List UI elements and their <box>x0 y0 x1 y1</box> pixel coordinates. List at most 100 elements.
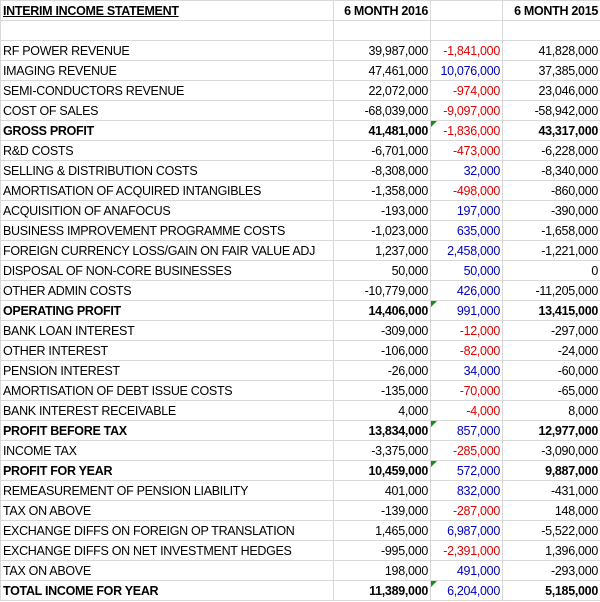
change-cell[interactable]: 2,458,000 <box>430 240 503 261</box>
label-cell[interactable]: INCOME TAX <box>0 440 334 461</box>
label-cell[interactable]: EXCHANGE DIFFS ON FOREIGN OP TRANSLATION <box>0 520 334 541</box>
value-2015-cell[interactable]: 13,415,000 <box>502 300 600 321</box>
change-cell[interactable]: 491,000 <box>430 560 503 581</box>
change-cell[interactable]: 857,000 <box>430 420 503 441</box>
value-2016-cell[interactable]: 1,237,000 <box>333 240 431 261</box>
value-2015-cell[interactable]: -1,658,000 <box>502 220 600 241</box>
value-2015-cell[interactable]: -60,000 <box>502 360 600 381</box>
change-cell[interactable]: 34,000 <box>430 360 503 381</box>
label-cell[interactable]: ACQUISITION OF ANAFOCUS <box>0 200 334 221</box>
label-cell[interactable]: PENSION INTEREST <box>0 360 334 381</box>
label-cell[interactable]: BUSINESS IMPROVEMENT PROGRAMME COSTS <box>0 220 334 241</box>
value-2015-cell[interactable]: 43,317,000 <box>502 120 600 141</box>
value-2015-cell[interactable]: 23,046,000 <box>502 80 600 101</box>
value-2016-cell[interactable]: -995,000 <box>333 540 431 561</box>
label-cell[interactable]: OTHER ADMIN COSTS <box>0 280 334 301</box>
change-cell[interactable]: 6,987,000 <box>430 520 503 541</box>
value-2015-cell[interactable]: -431,000 <box>502 480 600 501</box>
label-cell[interactable]: TAX ON ABOVE <box>0 500 334 521</box>
change-cell[interactable]: -1,836,000 <box>430 120 503 141</box>
change-cell[interactable]: 10,076,000 <box>430 60 503 81</box>
value-2016-cell[interactable]: -193,000 <box>333 200 431 221</box>
change-cell[interactable]: -285,000 <box>430 440 503 461</box>
value-2016-cell[interactable]: -139,000 <box>333 500 431 521</box>
label-cell[interactable]: OTHER INTEREST <box>0 340 334 361</box>
value-2016-cell[interactable]: -1,023,000 <box>333 220 431 241</box>
value-2015-cell[interactable]: -293,000 <box>502 560 600 581</box>
value-2015-cell[interactable]: 1,396,000 <box>502 540 600 561</box>
label-cell[interactable]: IMAGING REVENUE <box>0 60 334 81</box>
label-cell[interactable]: PROFIT FOR YEAR <box>0 460 334 481</box>
value-2016-cell[interactable]: -106,000 <box>333 340 431 361</box>
value-2015-cell[interactable]: 8,000 <box>502 400 600 421</box>
label-cell[interactable]: BANK INTEREST RECEIVABLE <box>0 400 334 421</box>
change-cell[interactable]: 50,000 <box>430 260 503 281</box>
value-2016-cell[interactable]: -135,000 <box>333 380 431 401</box>
value-2016-cell[interactable]: 47,461,000 <box>333 60 431 81</box>
value-2015-cell[interactable]: -65,000 <box>502 380 600 401</box>
value-2016-cell[interactable]: 1,465,000 <box>333 520 431 541</box>
value-2015-cell[interactable]: -8,340,000 <box>502 160 600 181</box>
value-2016-cell[interactable]: 401,000 <box>333 480 431 501</box>
blank-cell[interactable] <box>430 20 503 41</box>
label-cell[interactable]: REMEASUREMENT OF PENSION LIABILITY <box>0 480 334 501</box>
value-2016-cell[interactable]: -3,375,000 <box>333 440 431 461</box>
blank-cell[interactable] <box>502 20 600 41</box>
change-cell[interactable]: -974,000 <box>430 80 503 101</box>
value-2015-cell[interactable]: -58,942,000 <box>502 100 600 121</box>
value-2015-cell[interactable]: -6,228,000 <box>502 140 600 161</box>
value-2016-cell[interactable]: -6,701,000 <box>333 140 431 161</box>
value-2015-cell[interactable]: 148,000 <box>502 500 600 521</box>
label-cell[interactable]: GROSS PROFIT <box>0 120 334 141</box>
label-cell[interactable]: TAX ON ABOVE <box>0 560 334 581</box>
label-cell[interactable]: FOREIGN CURRENCY LOSS/GAIN ON FAIR VALUE… <box>0 240 334 261</box>
value-2016-cell[interactable]: -309,000 <box>333 320 431 341</box>
blank-cell[interactable] <box>333 20 431 41</box>
change-cell[interactable]: -287,000 <box>430 500 503 521</box>
value-2016-cell[interactable]: 41,481,000 <box>333 120 431 141</box>
value-2015-cell[interactable]: 37,385,000 <box>502 60 600 81</box>
label-cell[interactable]: DISPOSAL OF NON-CORE BUSINESSES <box>0 260 334 281</box>
value-2015-cell[interactable]: -860,000 <box>502 180 600 201</box>
change-cell[interactable]: 832,000 <box>430 480 503 501</box>
value-2016-cell[interactable]: -8,308,000 <box>333 160 431 181</box>
value-2015-cell[interactable]: -5,522,000 <box>502 520 600 541</box>
change-cell[interactable]: 32,000 <box>430 160 503 181</box>
change-cell[interactable]: -2,391,000 <box>430 540 503 561</box>
label-cell[interactable]: BANK LOAN INTEREST <box>0 320 334 341</box>
value-2015-cell[interactable]: -24,000 <box>502 340 600 361</box>
change-cell[interactable]: 635,000 <box>430 220 503 241</box>
label-cell[interactable]: COST OF SALES <box>0 100 334 121</box>
value-2016-cell[interactable]: 13,834,000 <box>333 420 431 441</box>
header-2015-cell[interactable]: 6 MONTH 2015 <box>502 0 600 21</box>
value-2016-cell[interactable]: 39,987,000 <box>333 40 431 61</box>
change-cell[interactable]: 6,204,000 <box>430 580 503 601</box>
change-cell[interactable]: -498,000 <box>430 180 503 201</box>
value-2016-cell[interactable]: 14,406,000 <box>333 300 431 321</box>
value-2015-cell[interactable]: 41,828,000 <box>502 40 600 61</box>
value-2015-cell[interactable]: 9,887,000 <box>502 460 600 481</box>
value-2016-cell[interactable]: -10,779,000 <box>333 280 431 301</box>
value-2015-cell[interactable]: 5,185,000 <box>502 580 600 601</box>
label-cell[interactable]: R&D COSTS <box>0 140 334 161</box>
value-2016-cell[interactable]: 22,072,000 <box>333 80 431 101</box>
value-2016-cell[interactable]: 11,389,000 <box>333 580 431 601</box>
change-cell[interactable]: -82,000 <box>430 340 503 361</box>
change-cell[interactable]: -1,841,000 <box>430 40 503 61</box>
header-change-cell[interactable] <box>430 0 503 21</box>
label-cell[interactable]: SELLING & DISTRIBUTION COSTS <box>0 160 334 181</box>
value-2016-cell[interactable]: 50,000 <box>333 260 431 281</box>
change-cell[interactable]: -12,000 <box>430 320 503 341</box>
label-cell[interactable]: AMORTISATION OF ACQUIRED INTANGIBLES <box>0 180 334 201</box>
value-2016-cell[interactable]: -68,039,000 <box>333 100 431 121</box>
change-cell[interactable]: 426,000 <box>430 280 503 301</box>
value-2016-cell[interactable]: 198,000 <box>333 560 431 581</box>
label-cell[interactable]: AMORTISATION OF DEBT ISSUE COSTS <box>0 380 334 401</box>
label-cell[interactable]: RF POWER REVENUE <box>0 40 334 61</box>
label-cell[interactable]: SEMI-CONDUCTORS REVENUE <box>0 80 334 101</box>
title-cell[interactable]: INTERIM INCOME STATEMENT <box>0 0 334 21</box>
value-2015-cell[interactable]: -3,090,000 <box>502 440 600 461</box>
value-2015-cell[interactable]: -390,000 <box>502 200 600 221</box>
value-2015-cell[interactable]: -297,000 <box>502 320 600 341</box>
label-cell[interactable]: EXCHANGE DIFFS ON NET INVESTMENT HEDGES <box>0 540 334 561</box>
